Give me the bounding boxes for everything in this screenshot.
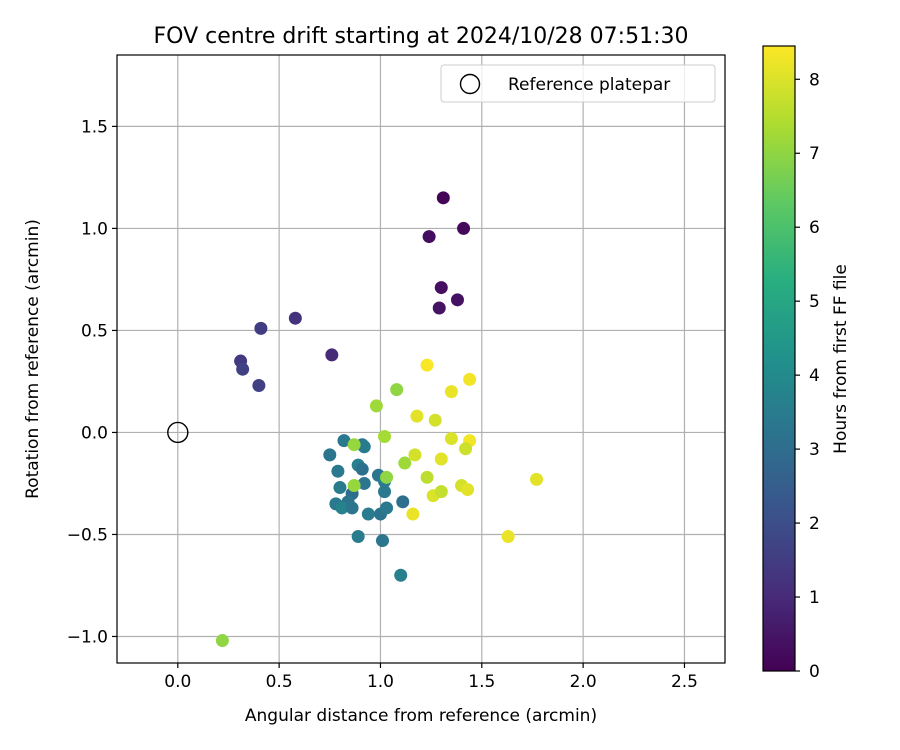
data-point — [530, 472, 544, 486]
data-point — [408, 448, 422, 462]
data-point — [288, 311, 302, 325]
y-axis-ticks: −1.0 −0.5 0.0 0.5 1.0 1.5 — [67, 117, 117, 647]
data-point — [355, 462, 369, 476]
data-point — [434, 452, 448, 466]
data-point — [461, 483, 475, 497]
data-point — [380, 470, 394, 484]
data-point — [378, 485, 392, 499]
data-point — [459, 442, 473, 456]
data-point — [236, 362, 250, 376]
data-point — [335, 501, 349, 515]
x-tick-label: 2.0 — [570, 672, 597, 692]
x-axis-label: Angular distance from reference (arcmin) — [245, 706, 597, 726]
x-tick-label: 2.5 — [671, 672, 698, 692]
colorbar-tick-label: 1 — [809, 588, 820, 608]
data-point — [323, 448, 337, 462]
data-point — [398, 456, 412, 470]
legend-marker-icon — [459, 73, 481, 95]
y-tick-label: −0.5 — [67, 525, 108, 545]
data-point — [396, 495, 410, 509]
data-point — [410, 409, 424, 423]
colorbar-label: Hours from first FF file — [831, 264, 851, 454]
data-point — [463, 372, 477, 386]
data-point — [357, 476, 371, 490]
x-tick-label: 0.5 — [266, 672, 293, 692]
data-point — [345, 501, 359, 515]
data-point — [501, 530, 515, 544]
x-tick-label: 0.0 — [164, 672, 191, 692]
data-point — [390, 383, 404, 397]
data-point — [457, 221, 471, 235]
data-point — [434, 281, 448, 295]
reference-platepar-point — [167, 421, 189, 444]
grid-lines — [117, 55, 725, 663]
reference-marker — [167, 421, 189, 444]
data-points — [215, 191, 544, 648]
legend-entry-reference: Reference platepar — [508, 75, 670, 95]
colorbar-tick-label: 6 — [809, 218, 820, 238]
data-point — [380, 501, 394, 515]
x-axis-ticks: 0.0 0.5 1.0 1.5 2.0 2.5 — [164, 663, 698, 692]
data-point — [357, 440, 371, 454]
data-point — [347, 478, 361, 492]
data-point — [361, 507, 375, 521]
data-point — [252, 379, 266, 393]
data-point — [331, 464, 345, 478]
data-point — [337, 434, 351, 448]
colorbar-tick-label: 7 — [809, 144, 820, 164]
colorbar-gradient — [762, 45, 796, 672]
y-tick-label: 1.0 — [81, 219, 108, 239]
data-point — [420, 358, 434, 372]
data-point — [420, 470, 434, 484]
legend-box — [440, 64, 716, 103]
data-point — [394, 568, 408, 582]
data-point — [351, 530, 365, 544]
data-point — [369, 399, 383, 413]
y-tick-label: −1.0 — [67, 627, 108, 647]
data-point — [434, 485, 448, 499]
data-point — [444, 432, 458, 446]
colorbar-tick-label: 4 — [809, 366, 820, 386]
data-point — [325, 348, 339, 362]
chart-title: FOV centre drift starting at 2024/10/28 … — [154, 24, 689, 49]
x-tick-label: 1.5 — [468, 672, 495, 692]
data-point — [436, 191, 450, 205]
data-point — [432, 301, 446, 315]
y-axis-label: Rotation from reference (arcmin) — [23, 219, 43, 499]
colorbar-tick-label: 0 — [809, 662, 820, 682]
x-tick-label: 1.0 — [367, 672, 394, 692]
colorbar-tick-label: 8 — [809, 70, 820, 90]
data-point — [215, 634, 229, 648]
colorbar-tick-label: 2 — [809, 514, 820, 534]
data-point — [254, 321, 268, 335]
data-point — [375, 534, 389, 548]
data-point — [422, 230, 436, 244]
data-point — [347, 438, 361, 452]
data-point — [450, 293, 464, 307]
y-tick-label: 1.5 — [81, 117, 108, 137]
y-tick-label: 0.5 — [81, 321, 108, 341]
data-point — [333, 481, 347, 495]
colorbar: 0 1 2 3 4 5 6 7 8 Hours from first FF file — [762, 45, 851, 682]
colorbar-tick-label: 5 — [809, 292, 820, 312]
data-point — [378, 430, 392, 444]
data-point — [406, 507, 420, 521]
data-point — [444, 385, 458, 399]
data-point — [428, 413, 442, 427]
y-tick-label: 0.0 — [81, 423, 108, 443]
colorbar-ticks: 0 1 2 3 4 5 6 7 8 — [795, 70, 820, 682]
legend: Reference platepar — [440, 64, 716, 103]
plot-frame — [116, 54, 726, 664]
colorbar-tick-label: 3 — [809, 440, 820, 460]
